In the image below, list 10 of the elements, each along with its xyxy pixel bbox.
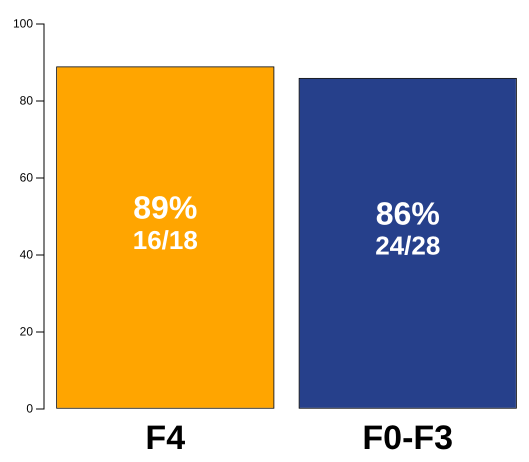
y-tick-label: 20: [20, 324, 34, 338]
x-tick-label: F4: [145, 418, 186, 457]
y-tick-label: 80: [20, 93, 34, 108]
data-label: 89% 16/18: [132, 190, 198, 255]
y-tick-label: 0: [26, 402, 34, 416]
data-label: 86% 24/28: [375, 195, 440, 261]
y-tick-label: 40: [20, 247, 34, 262]
y-tick-label: 100: [12, 16, 34, 30]
y-tick-label: 60: [20, 170, 34, 184]
x-tick-label: F0-F3: [362, 418, 454, 457]
